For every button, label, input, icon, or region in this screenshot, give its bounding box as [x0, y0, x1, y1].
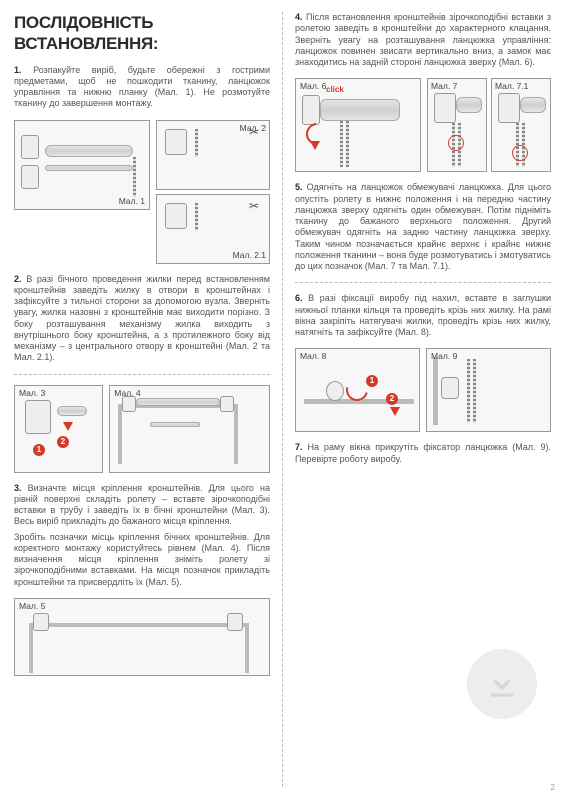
divider-vertical — [282, 12, 283, 787]
step-5-text: Одягніть на ланцюжок обмежувачі ланцюжка… — [295, 182, 551, 271]
figure-2-1: ✂ Мал. 2.1 — [156, 194, 270, 264]
step-6-num: 6. — [295, 293, 303, 303]
step-4: 4. Після встановлення кронштейнів зірочк… — [295, 12, 551, 68]
step-2-num: 2. — [14, 274, 22, 284]
fig4-label: Мал. 4 — [114, 388, 140, 399]
badge-1: 1 — [33, 444, 45, 456]
step-7: 7. На раму вікна прикрутіть фіксатор лан… — [295, 442, 551, 465]
page-number: 2 — [551, 783, 555, 793]
fig5-label: Мал. 5 — [19, 601, 45, 612]
badge-1b: 1 — [366, 375, 378, 387]
step-7-num: 7. — [295, 442, 303, 452]
fig-row-6-7: click Мал. 6 Мал. 7 — [295, 78, 551, 172]
figure-7: Мал. 7 — [427, 78, 487, 172]
divider-h-right — [295, 282, 551, 283]
fig7-label: Мал. 7 — [431, 81, 457, 92]
badge-2: 2 — [57, 436, 69, 448]
fig6-label: Мал. 6 — [300, 81, 326, 92]
figure-8: 1 2 Мал. 8 — [295, 348, 420, 432]
fig2-label: Мал. 2 — [240, 123, 266, 134]
fig-row-5: Мал. 5 — [14, 598, 270, 676]
fig8-label: Мал. 8 — [300, 351, 326, 362]
figure-5: Мал. 5 — [14, 598, 270, 676]
step-5: 5. Одягніть на ланцюжок обмежувачі ланцю… — [295, 182, 551, 272]
step-2: 2. В разі бічного проведення жилки перед… — [14, 274, 270, 364]
divider-h-left — [14, 374, 270, 375]
watermark-icon — [467, 649, 537, 719]
fig21-label: Мал. 2.1 — [233, 250, 266, 261]
figure-1: Мал. 1 — [14, 120, 150, 210]
step-6: 6. В разі фіксації виробу під нахил, вст… — [295, 293, 551, 338]
step-6-text: В разі фіксації виробу під нахил, вставт… — [295, 293, 551, 337]
step-2-text: В разі бічного проведення жилки перед вс… — [14, 274, 270, 363]
figure-7-1: Мал. 7.1 — [491, 78, 551, 172]
figure-3: 2 1 Мал. 3 — [14, 385, 103, 473]
figure-9: Мал. 9 — [426, 348, 551, 432]
step-5-num: 5. — [295, 182, 303, 192]
figure-6: click Мал. 6 — [295, 78, 421, 172]
click-label: click — [326, 85, 344, 95]
step-3: 3. Визначте місця кріплення кронштейнів.… — [14, 483, 270, 588]
left-column: ПОСЛІДОВНІСТЬ ВСТАНОВЛЕННЯ: 1. Розпакуйт… — [14, 12, 270, 787]
step-3-num: 3. — [14, 483, 22, 493]
fig-row-1-2: Мал. 1 ✂ Мал. 2 ✂ Мал. 2.1 — [14, 120, 270, 264]
fig1-label: Мал. 1 — [119, 196, 145, 207]
figure-4: Мал. 4 — [109, 385, 270, 473]
step-1: 1. Розпакуйте виріб, будьте обережні з г… — [14, 65, 270, 110]
step-3-text-a: Визначте місця кріплення кронштейнів. Дл… — [14, 483, 270, 527]
step-3-text-b: Зробіть позначки місць кріплення бічних … — [14, 532, 270, 588]
fig71-label: Мал. 7.1 — [495, 81, 528, 92]
figure-2: ✂ Мал. 2 — [156, 120, 270, 190]
step-1-text: Розпакуйте виріб, будьте обережні з гост… — [14, 65, 270, 109]
step-4-text: Після встановлення кронштейнів зірочкопо… — [295, 12, 551, 67]
step-1-num: 1. — [14, 65, 22, 75]
step-4-num: 4. — [295, 12, 303, 22]
fig3-label: Мал. 3 — [19, 388, 45, 399]
page-title: ПОСЛІДОВНІСТЬ ВСТАНОВЛЕННЯ: — [14, 12, 270, 55]
fig-row-8-9: 1 2 Мал. 8 Мал. 9 — [295, 348, 551, 432]
fig-row-3-4: 2 1 Мал. 3 Мал. 4 — [14, 385, 270, 473]
fig9-label: Мал. 9 — [431, 351, 457, 362]
step-7-text: На раму вікна прикрутіть фіксатор ланцюж… — [295, 442, 551, 463]
scissors-icon: ✂ — [249, 199, 259, 214]
